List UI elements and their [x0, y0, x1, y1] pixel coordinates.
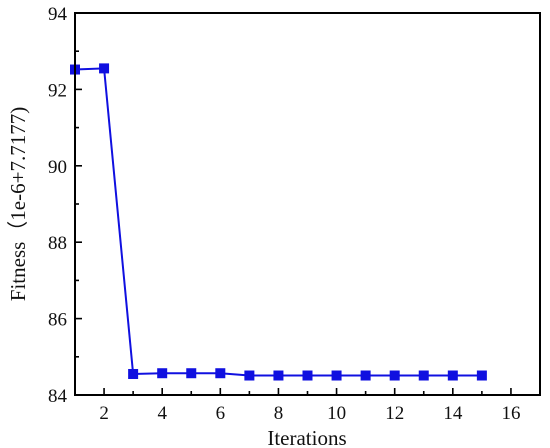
- data-point: [215, 368, 226, 379]
- y-axis-title: Fitness（1e-6+7.7177): [6, 107, 30, 301]
- data-point: [273, 370, 284, 381]
- y-tick-label: 84: [48, 386, 68, 407]
- data-point: [99, 63, 110, 74]
- x-axis-title: Iterations: [267, 426, 346, 448]
- data-point: [244, 370, 255, 381]
- data-point: [418, 370, 429, 381]
- data-point: [302, 370, 313, 381]
- data-point: [128, 368, 139, 379]
- y-tick-label: 90: [48, 157, 67, 178]
- data-point: [389, 370, 400, 381]
- y-tick-label: 88: [48, 233, 67, 254]
- data-point: [186, 368, 197, 379]
- y-tick-label: 86: [48, 310, 67, 331]
- axis-ticks: 2 4 6 8 10 12 14 16 84 86 88 90 92 94: [48, 4, 520, 424]
- x-tick-label: 6: [216, 403, 226, 424]
- data-point: [331, 370, 342, 381]
- x-tick-label: 8: [274, 403, 284, 424]
- data-series: [70, 63, 487, 381]
- y-tick-label: 92: [48, 80, 67, 101]
- y-tick-label: 94: [48, 4, 68, 25]
- plot-frame: [74, 12, 541, 396]
- data-point: [360, 370, 371, 381]
- x-tick-label: 4: [157, 403, 167, 424]
- x-tick-label: 10: [327, 403, 346, 424]
- x-tick-label: 16: [501, 403, 520, 424]
- series-line: [74, 67, 482, 377]
- x-tick-label: 2: [99, 403, 109, 424]
- data-point: [447, 370, 458, 381]
- data-point: [157, 368, 168, 379]
- x-tick-label: 12: [385, 403, 404, 424]
- data-point: [476, 370, 487, 381]
- x-tick-label: 14: [443, 403, 463, 424]
